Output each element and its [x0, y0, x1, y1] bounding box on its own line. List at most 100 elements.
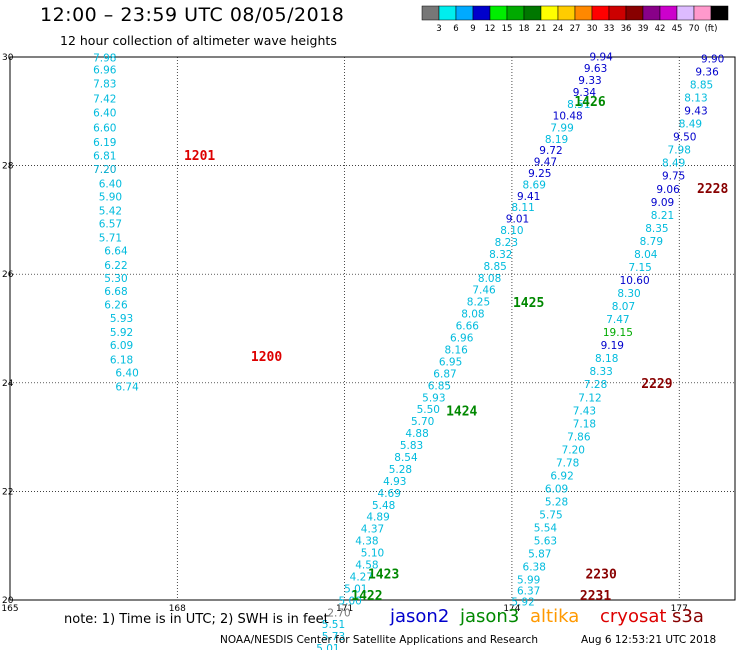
page-title: 12:00 – 23:59 UTC 08/05/2018	[40, 4, 345, 26]
colorbar-swatch	[472, 5, 491, 21]
wave-height-label: 7.47	[606, 314, 629, 326]
wave-height-label: 7.46	[472, 285, 496, 297]
pass-time-label: 2229	[641, 377, 672, 392]
wave-height-label: 9.47	[534, 157, 557, 169]
colorbar-label: 3	[436, 24, 441, 34]
wave-height-label: 6.57	[99, 219, 122, 231]
wave-height-label: 8.54	[394, 452, 418, 464]
wave-height-label: 8.13	[684, 93, 707, 105]
axis-ticks: 165 168 171 174 177 30 28 26 24 22 20	[1, 53, 687, 614]
wave-height-label: 6.37	[517, 586, 540, 598]
wave-height-label: 9.06	[656, 184, 680, 196]
wave-height-label: 9.72	[539, 145, 562, 157]
wave-height-label: 8.49	[679, 119, 702, 131]
legend-s3a: s3a	[672, 606, 704, 627]
wave-height-label: 5.92	[511, 596, 534, 608]
units-note: note: 1) Time is in UTC; 2) SWH is in fe…	[64, 612, 329, 627]
wave-height-label: 6.40	[99, 178, 122, 190]
colorbar-swatch	[455, 5, 474, 21]
wave-height-label: 5.30	[104, 273, 127, 285]
x-tick-label: 174	[503, 604, 520, 614]
wave-height-label: 7.28	[584, 379, 607, 391]
legend-jason3: jason3	[460, 606, 520, 627]
legend-altika: altika	[530, 606, 580, 627]
wave-height-label: 9.25	[528, 168, 551, 180]
wave-height-label: 9.94	[589, 51, 613, 63]
wave-height-label: 6.38	[523, 562, 546, 574]
pass-time-label: 2231	[580, 589, 611, 604]
wave-height-label: 6.09	[110, 340, 133, 352]
wave-height-label: 6.40	[93, 108, 116, 120]
wave-height-label: 5.99	[517, 575, 540, 587]
wave-height-label: 5.71	[99, 233, 122, 245]
wave-height-label: 9.33	[578, 75, 601, 87]
wave-height-label: 8.08	[461, 309, 484, 321]
wave-height-label: 19.15	[603, 327, 633, 339]
wave-height-label: 9.90	[701, 53, 724, 65]
chart-marks: 7.986.967.837.426.406.606.196.817.206.40…	[93, 51, 728, 650]
wave-height-label: 7.12	[578, 392, 601, 404]
wave-height-label: 6.87	[433, 368, 456, 380]
wave-height-label: 8.49	[662, 158, 685, 170]
wave-height-label: 8.30	[617, 288, 640, 300]
wave-height-label: 9.63	[584, 63, 607, 75]
colorbar-swatch	[523, 5, 542, 21]
wave-height-label: 8.32	[489, 249, 512, 261]
y-tick-label: 20	[2, 596, 14, 606]
wave-height-label: 9.36	[695, 66, 719, 78]
wave-height-label: 7.83	[93, 78, 116, 90]
colorbar-label: 70	[689, 24, 700, 34]
colorbar-swatch	[438, 5, 457, 21]
y-tick-label: 30	[2, 53, 14, 63]
colorbar-label: 39	[638, 24, 649, 34]
colorbar-label: 21	[536, 24, 547, 34]
wave-height-label: 6.96	[450, 333, 474, 345]
wave-height-label: 9.43	[684, 106, 707, 118]
wave-height-label: 5.70	[411, 416, 434, 428]
wave-height-label: 6.95	[439, 356, 462, 368]
wave-height-label: 5.87	[528, 549, 551, 561]
colorbar-swatch	[489, 5, 508, 21]
pass-time-label: 1201	[184, 149, 215, 164]
colorbar-label: 42	[655, 24, 666, 34]
wave-height-label: 6.81	[93, 151, 116, 163]
wave-height-label: 8.23	[495, 237, 518, 249]
wave-height-label: 9.09	[651, 197, 674, 209]
wave-height-label: 8.69	[523, 179, 546, 191]
colorbar-label: 45	[672, 24, 683, 34]
wave-height-label: 4.58	[355, 560, 378, 572]
colorbar-swatch	[710, 5, 729, 21]
wave-height-label: 5.42	[99, 205, 122, 217]
wave-height-label: 8.08	[478, 273, 501, 285]
wave-height-label: 4.38	[355, 536, 378, 548]
y-tick-label: 26	[2, 270, 14, 280]
wave-height-label: 8.18	[595, 353, 618, 365]
wave-height-label: 5.93	[422, 392, 445, 404]
pass-time-label: 1424	[446, 404, 477, 419]
generated-timestamp: Aug 6 12:53:21 UTC 2018	[581, 634, 717, 646]
wave-height-label: 4.93	[383, 476, 406, 488]
wave-height-label: 5.51	[322, 619, 345, 631]
wave-height-label: 6.64	[104, 246, 128, 258]
wave-height-label: 5.01	[344, 583, 367, 595]
wave-height-label: 8.33	[589, 366, 612, 378]
wave-height-label: 6.96	[93, 64, 117, 76]
wave-height-label: 7.98	[93, 52, 116, 64]
wave-height-label: 6.60	[93, 122, 116, 134]
colorbar-label: 36	[621, 24, 632, 34]
wave-height-label: 8.35	[645, 223, 668, 235]
wave-height-label: 2.70	[327, 607, 350, 619]
wave-height-label: 5.48	[372, 500, 395, 512]
wave-height-label: 8.85	[690, 79, 713, 91]
wave-height-label: 6.74	[115, 381, 139, 393]
wave-height-label: 5.75	[539, 510, 562, 522]
wave-height-label: 5.54	[534, 523, 558, 535]
pass-time-label: 2230	[585, 567, 616, 582]
colorbar-label: 30	[587, 24, 598, 34]
colorbar-label: 6	[453, 24, 458, 34]
wave-height-label: 5.93	[110, 313, 133, 325]
pass-time-label: 2228	[697, 182, 728, 197]
wave-height-label: 5.28	[545, 497, 568, 509]
wave-height-label: 9.19	[601, 340, 624, 352]
